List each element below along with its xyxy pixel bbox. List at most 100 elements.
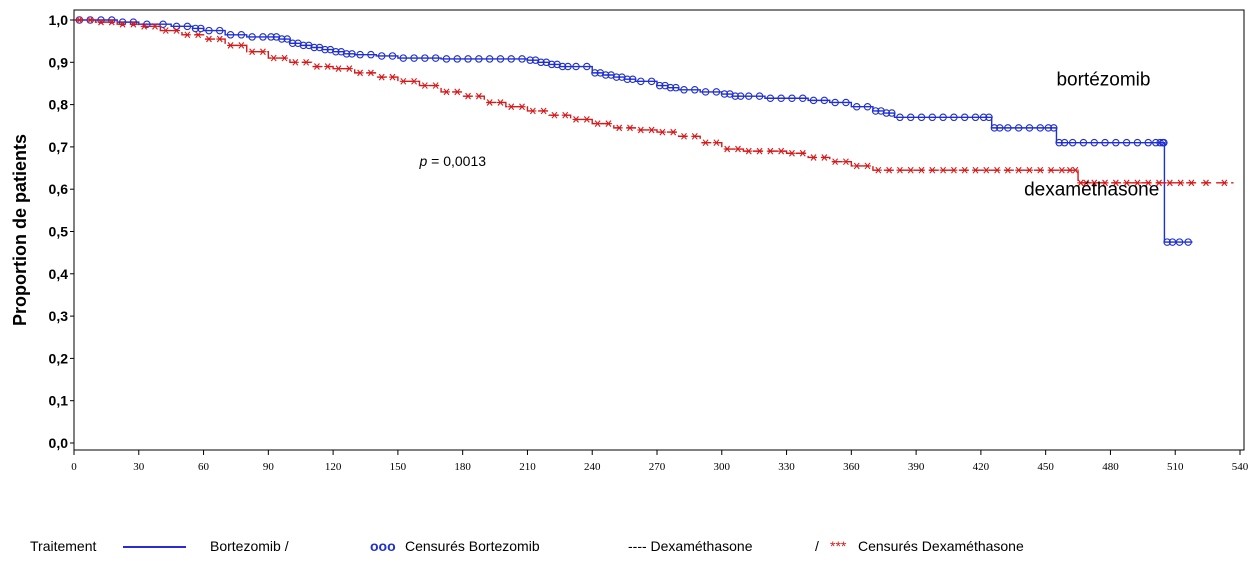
censor-marker-circle [1025,124,1034,132]
censor-marker-star [702,139,710,147]
censor-marker-circle [701,88,710,96]
legend-bortezomib-line [123,546,186,548]
censor-marker-star [831,158,839,166]
censor-marker-circle [788,94,796,103]
censor-marker-star [950,166,958,174]
censor-marker-circle [896,113,904,122]
censor-marker-star [615,124,623,132]
legend: Traitement Bortezomib / ooo Censurés Bor… [0,538,1255,558]
x-tick-label: 420 [973,461,990,473]
censor-marker-star [237,42,245,49]
x-tick-label: 510 [1167,461,1184,473]
censor-marker-star [1071,166,1079,174]
censor-marker-star [1090,179,1098,187]
censor-marker-circle [990,124,999,132]
censor-marker-circle [612,73,621,81]
censor-marker-circle [1163,238,1171,246]
censor-marker-star [874,166,882,174]
censor-marker-star [734,145,742,153]
censor-marker-circle [283,35,291,43]
censor-marker-star [993,166,1001,174]
censor-marker-star [820,154,828,161]
censor-marker-circle [278,35,286,43]
censor-marker-circle [537,58,545,67]
censor-marker-circle [485,55,494,63]
censor-marker-star [540,107,548,115]
censor-marker-star [842,158,850,166]
x-tick-label: 270 [649,461,666,473]
censor-marker-circle [1014,124,1023,132]
censor-marker-circle [882,109,891,117]
censor-marker-star [529,107,537,115]
censor-marker-circle [526,56,534,64]
x-tick-label: 30 [133,461,145,473]
censor-marker-star [205,35,213,43]
censor-marker-star [1036,166,1044,174]
censor-marker-star [1058,166,1066,174]
p-symbol: p [418,153,427,169]
legend-censor-b-label: Censurés Bortezomib [405,538,540,554]
censor-marker-circle [831,98,839,107]
censor-marker-star [669,128,677,136]
censor-marker-circle [348,50,356,58]
censor-marker-circle [736,92,745,100]
censor-marker-circle [191,24,200,33]
x-tick-label: 180 [454,461,471,473]
censor-marker-circle [960,113,969,122]
censor-marker-star [119,20,127,28]
censor-marker-star [442,88,450,96]
censor-marker-circle [547,60,556,69]
censor-marker-circle [1184,238,1192,246]
censor-marker-circle [197,24,205,33]
censor-marker-circle [809,96,818,105]
censor-marker-star [173,27,181,34]
censor-marker-star [766,147,774,155]
censor-marker-star [1004,166,1012,174]
legend-bortezomib: Bortezomib / [210,538,289,554]
censor-marker-circle [691,86,699,94]
censor-marker-circle [842,98,850,107]
y-tick-label: 0,4 [49,266,69,282]
series-layer [74,16,1234,246]
p-value: p = 0,0013 [418,153,486,169]
censor-marker-star [281,54,289,62]
annotation-bortezomib: bortézomib [1056,70,1150,91]
censor-marker-circle [777,94,785,103]
series-line-1 [74,19,1234,184]
censor-marker-star [691,132,699,140]
censor-marker-circle [680,86,688,94]
censor-marker-star [313,63,321,70]
censor-marker-circle [1055,138,1063,147]
censor-marker-star [378,73,386,81]
legend-censor-b-marker: ooo [370,538,396,554]
x-tick-label: 360 [843,461,860,473]
censor-marker-star [712,139,720,147]
censor-marker-star [302,58,310,66]
censor-marker-star [864,162,872,170]
censor-marker-star [626,124,634,132]
censor-marker-circle [97,16,105,24]
censor-marker-circle [1050,124,1058,132]
censor-marker-circle [518,55,526,63]
censor-marker-circle [1160,138,1168,147]
censor-marker-star [356,69,364,77]
censor-marker-circle [442,55,451,63]
censor-marker-star [1220,179,1228,187]
censor-marker-star [496,99,504,106]
censor-marker-circle [453,55,462,63]
censor-marker-star [475,92,483,100]
censor-marker-star [1187,179,1195,187]
censor-marker-circle [248,33,256,41]
censor-marker-star [680,132,688,140]
censor-marker-circle [863,102,872,111]
censor-marker-circle [601,71,610,79]
p-value-text: = 0,0013 [427,153,486,169]
censor-marker-circle [108,16,116,24]
x-tick-label: 300 [714,461,731,473]
legend-censor-d-label: Censurés Dexaméthasone [858,538,1024,554]
censor-marker-star [324,63,332,70]
censor-marker-star [216,35,224,43]
y-tick-label: 0,0 [49,435,69,451]
censor-marker-star [561,111,569,119]
censor-marker-circle [623,75,632,83]
